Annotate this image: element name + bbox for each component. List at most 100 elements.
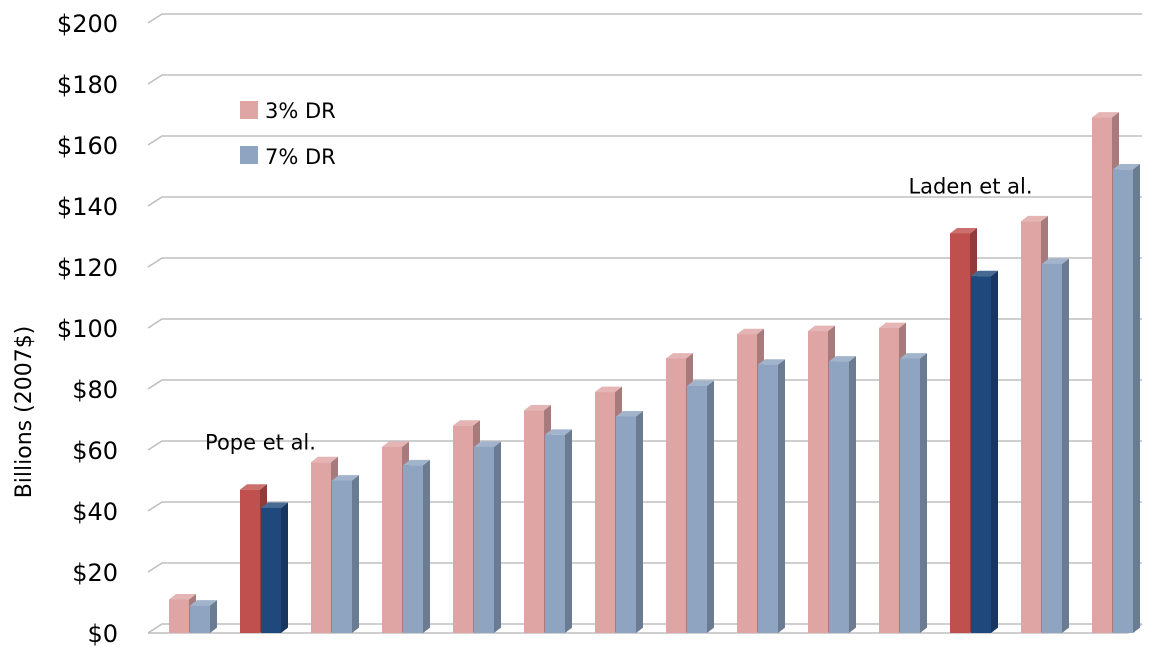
y-tick-label: $160 (57, 132, 118, 160)
bar-3pct-top (382, 441, 409, 447)
y-tick-label: $20 (72, 559, 118, 587)
bar-7pct-top (545, 429, 572, 435)
bar-7pct-front (616, 416, 636, 633)
bar-7pct-top (687, 380, 714, 386)
bar-3pct-top (453, 420, 480, 426)
bar-7pct (971, 270, 998, 633)
bar-3pct-front (524, 410, 544, 633)
bar-7pct-side (494, 441, 501, 633)
annotation-label: Laden et al. (908, 174, 1032, 198)
bar-3pct-front (1021, 221, 1041, 633)
bar-7pct-side (565, 429, 572, 633)
bar-7pct-top (900, 353, 927, 359)
y-tick-label: $140 (57, 193, 118, 221)
gridline (147, 318, 1142, 329)
bar-7pct (261, 502, 288, 633)
y-axis-title: Billions (2007$) (12, 326, 37, 499)
bar-7pct-front (900, 358, 920, 633)
bar-7pct-side (849, 356, 856, 633)
y-tick-label: $100 (57, 315, 118, 343)
bar-7pct-front (545, 434, 565, 633)
bar-7pct-front (332, 480, 352, 633)
bar-3pct-front (879, 328, 899, 633)
bar-7pct (687, 380, 714, 633)
gridline (147, 257, 1142, 268)
bar-3pct-front (240, 489, 260, 633)
bar-3pct-top (808, 325, 835, 332)
bar-7pct-side (636, 411, 643, 633)
bar-3pct-front (453, 425, 473, 633)
bar-7pct-front (190, 605, 210, 633)
bar-3pct-top (169, 594, 196, 600)
y-tick-label: $60 (72, 437, 118, 465)
y-axis-ticks: $0 $20 $40 $60 $80 $100 $120 $140 $160 $180 $200 (57, 10, 118, 648)
legend: 3% DR 7% DR (240, 99, 336, 169)
y-tick-label: $40 (72, 498, 118, 526)
bar-7pct-front (687, 385, 707, 633)
legend-swatch-7pct (240, 146, 258, 164)
bar-3pct-front (808, 331, 828, 633)
bar-3pct-top (240, 484, 267, 490)
y-tick-label: $180 (57, 71, 118, 99)
bar-3pct-front (666, 358, 686, 633)
bar-7pct (1113, 164, 1140, 633)
bar-7pct-side (281, 502, 288, 633)
bar-7pct (1042, 258, 1069, 633)
legend-swatch-3pct (240, 101, 258, 119)
bar-7pct (190, 600, 217, 633)
bar-3pct-top (524, 404, 551, 411)
y-tick-label: $120 (57, 254, 118, 282)
bar-7pct (332, 475, 359, 633)
bar-7pct-side (423, 459, 430, 633)
legend-label-3pct: 3% DR (265, 99, 336, 123)
bar-3pct-top (879, 322, 906, 328)
bar-3pct-front (311, 462, 331, 633)
bar-7pct (474, 441, 501, 633)
bar-3pct-front (950, 233, 970, 633)
bar-7pct-top (971, 270, 998, 277)
bar-3pct-front (1092, 117, 1112, 634)
bar-7pct-side (210, 600, 217, 633)
bar-7pct-top (332, 475, 359, 481)
bar-7pct-top (474, 441, 501, 447)
bar-3pct-front (382, 446, 402, 633)
bar-3pct-top (1092, 112, 1119, 118)
y-tick-label: $80 (72, 376, 118, 404)
bar-3pct-front (595, 392, 615, 633)
bars (169, 112, 1140, 634)
bar-7pct-side (991, 270, 998, 633)
gridline (147, 13, 1142, 24)
bar-7pct (900, 353, 927, 633)
bar-7pct (616, 411, 643, 633)
bar-7pct (403, 459, 430, 633)
bar-7pct-side (778, 359, 785, 633)
bar-7pct (545, 429, 572, 633)
bar-7pct-top (616, 411, 643, 417)
bar-7pct-front (1113, 169, 1133, 633)
bar-7pct-front (758, 364, 778, 633)
annotations: Pope et al. Laden et al. (205, 174, 1032, 454)
bar-7pct-top (1113, 164, 1140, 170)
annotation-label: Pope et al. (205, 431, 316, 455)
bar-3pct-top (737, 328, 764, 335)
bar-7pct-top (758, 359, 785, 365)
bar-3pct-top (1021, 215, 1048, 222)
bar-3pct-top (311, 456, 338, 463)
bar-7pct-side (1133, 164, 1140, 633)
bar-7pct-front (403, 465, 423, 633)
bar-7pct-top (829, 356, 856, 362)
y-tick-label: $200 (57, 10, 118, 38)
bar-7pct-front (474, 446, 494, 633)
bar-3pct-top (950, 228, 977, 234)
bar-3pct-front (737, 334, 757, 633)
bar-7pct-side (1062, 258, 1069, 633)
bar-7pct-top (190, 600, 217, 606)
bar-3pct-front (169, 599, 189, 633)
bar-3pct-top (595, 386, 622, 393)
bar-7pct-side (352, 475, 359, 633)
gridline (147, 196, 1142, 207)
y-tick-label: $0 (87, 620, 118, 648)
bar-7pct-front (1042, 263, 1062, 633)
